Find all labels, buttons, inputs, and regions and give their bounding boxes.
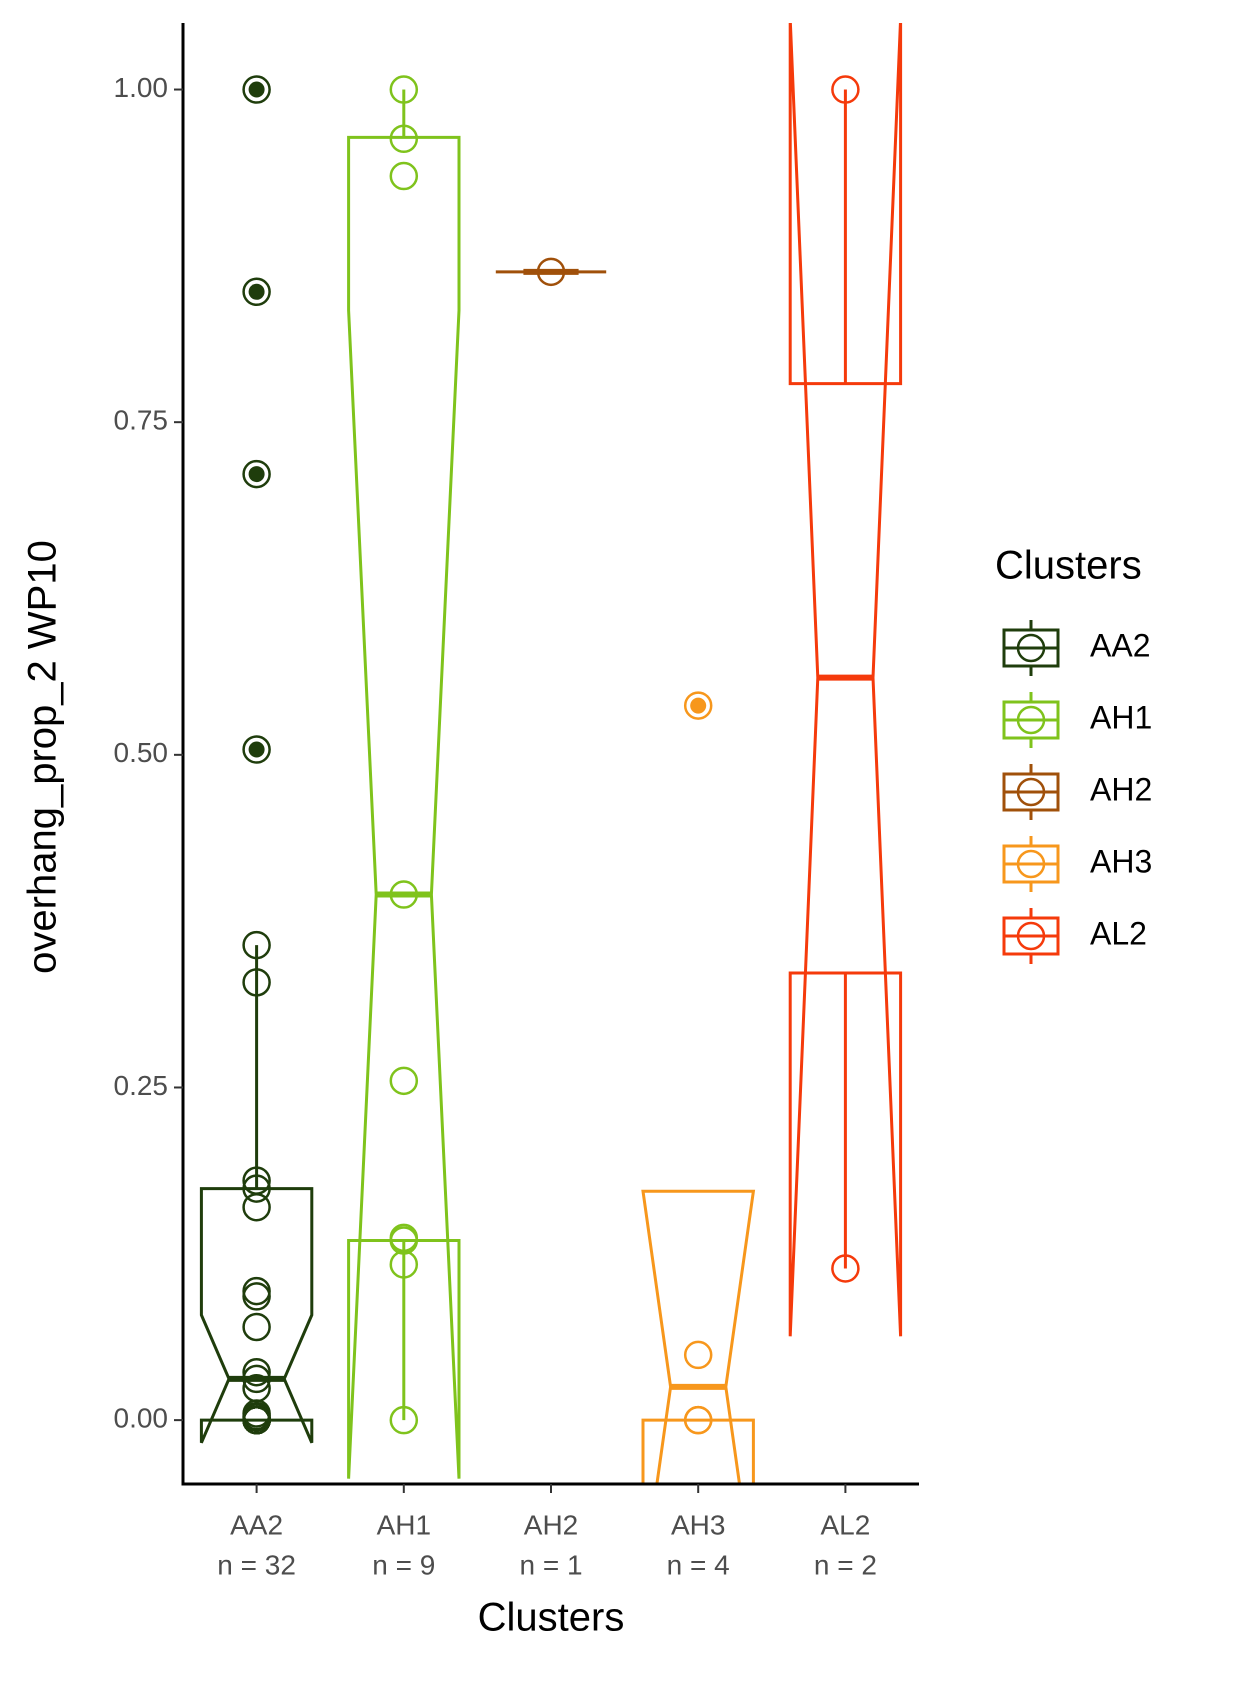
y-tick-label: 1.00 (114, 72, 169, 103)
point (242, 1357, 271, 1387)
plot-area (199, 23, 903, 1484)
legend-key-point (1016, 921, 1046, 951)
box (199, 1187, 314, 1444)
point (389, 1066, 419, 1096)
point (683, 691, 713, 720)
point (242, 459, 271, 489)
y-tick-label: 0.50 (114, 737, 169, 768)
box (788, 23, 903, 1337)
legend-key-point (1016, 705, 1046, 735)
point (389, 1226, 419, 1255)
point (242, 1174, 271, 1203)
legend-item: AH3 (1002, 836, 1152, 892)
legend-label: AH1 (1090, 699, 1152, 735)
point (389, 880, 419, 909)
y-tick-label: 0.25 (114, 1070, 169, 1101)
point (831, 75, 860, 104)
point (536, 257, 566, 287)
point (242, 735, 271, 764)
outlier (248, 81, 265, 98)
point (242, 75, 271, 104)
point (683, 1340, 713, 1370)
point (389, 1405, 419, 1435)
point (242, 1276, 271, 1306)
point (242, 930, 271, 960)
legend-key-point (1016, 849, 1046, 879)
y-axis-title: overhang_prop_2 WP10 (21, 540, 65, 974)
box (641, 1189, 756, 1484)
legend-label: AH2 (1090, 771, 1152, 807)
point (683, 1405, 713, 1435)
point (389, 75, 419, 104)
legend-label: AL2 (1090, 915, 1147, 951)
outlier (248, 283, 265, 300)
point (242, 1192, 271, 1222)
point (242, 277, 271, 307)
legend-key-point (1016, 633, 1046, 663)
x-tick-label: AH1 (377, 1509, 431, 1540)
point (389, 124, 419, 154)
point (831, 1254, 860, 1283)
point (242, 1312, 271, 1342)
x-tick-count: n = 2 (814, 1549, 877, 1580)
outlier (690, 697, 707, 714)
legend-title: Clusters (995, 544, 1142, 588)
box (347, 135, 461, 1479)
legend-key-point (1016, 777, 1046, 807)
y-tick-label: 0.00 (114, 1403, 169, 1434)
legend-label: AH3 (1090, 843, 1152, 879)
x-tick-label: AL2 (820, 1509, 870, 1540)
legend-item: AH1 (1002, 692, 1152, 748)
x-axis-title: Clusters (478, 1596, 625, 1640)
x-tick-count: n = 32 (217, 1549, 296, 1580)
x-tick-count: n = 1 (519, 1549, 582, 1580)
point (242, 1405, 271, 1435)
x-tick-label: AA2 (230, 1509, 283, 1540)
x-tick-count: n = 9 (372, 1549, 435, 1580)
legend-item: AA2 (1002, 620, 1150, 676)
legend-item: AL2 (1002, 908, 1147, 964)
point (242, 1364, 271, 1394)
y-tick-label: 0.75 (114, 405, 169, 436)
point (389, 1250, 419, 1279)
legend-label: AA2 (1090, 627, 1150, 663)
outlier (248, 741, 265, 758)
point (242, 1282, 271, 1311)
x-tick-label: AH3 (671, 1509, 725, 1540)
x-tick-count: n = 4 (667, 1549, 730, 1580)
legend-item: AH2 (1002, 764, 1152, 820)
x-tick-label: AH2 (524, 1509, 578, 1540)
outlier (248, 466, 265, 483)
point (242, 968, 271, 997)
point (389, 161, 419, 191)
